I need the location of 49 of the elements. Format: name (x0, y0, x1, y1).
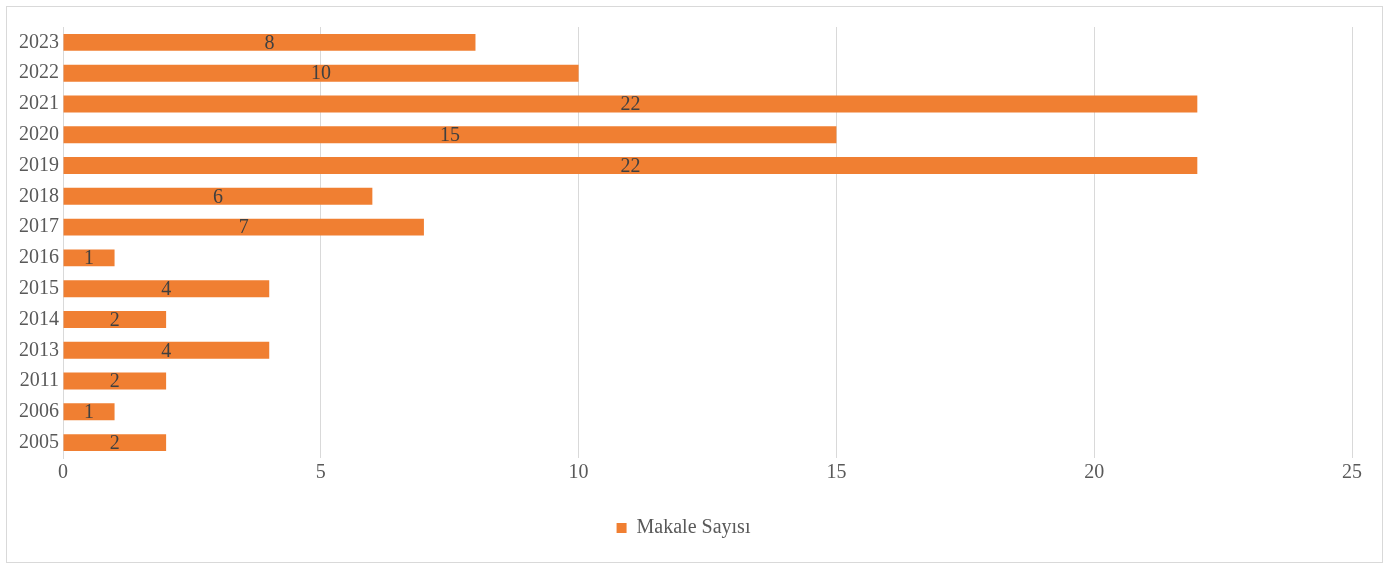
y-tick-label: 2022 (19, 60, 59, 83)
data-label: 10 (311, 61, 332, 84)
data-label: 1 (84, 400, 95, 423)
data-label: 4 (161, 276, 172, 299)
data-label: 6 (212, 184, 223, 207)
y-tick-label: 2017 (19, 214, 59, 237)
y-tick-label: 2014 (19, 306, 59, 329)
bar (63, 157, 1198, 174)
data-label: 7 (238, 215, 249, 238)
x-tick-label: 10 (568, 460, 589, 483)
y-tick-label: 2018 (19, 183, 59, 206)
bar (63, 95, 1198, 113)
x-tick-label: 15 (826, 460, 847, 483)
bar (63, 311, 167, 328)
bar (63, 33, 476, 51)
bar (63, 249, 115, 267)
y-tick-label: 2021 (19, 91, 59, 114)
data-label: 2 (109, 369, 120, 392)
data-label: 22 (620, 153, 641, 176)
x-tick-label: 5 (315, 460, 326, 483)
bar (63, 218, 424, 236)
y-tick-label: 2006 (19, 399, 59, 422)
bar (63, 372, 167, 390)
bar (63, 280, 270, 298)
bar (63, 64, 579, 82)
bar (63, 126, 837, 144)
y-tick-label: 2019 (19, 152, 59, 175)
x-tick-label: 0 (58, 460, 68, 483)
y-tick-label: 2005 (19, 429, 59, 452)
y-tick-label: 2023 (19, 29, 59, 52)
y-tick-label: 2020 (19, 122, 59, 144)
y-tick-label: 2016 (19, 245, 59, 268)
y-tick-label: 2011 (19, 368, 59, 391)
y-tick-label: 2015 (19, 275, 59, 298)
bar (63, 434, 167, 452)
data-label: 2 (109, 430, 120, 453)
x-tick-label: 20 (1084, 460, 1105, 483)
bar (63, 341, 270, 359)
bar (63, 403, 115, 421)
x-tick-label: 25 (1342, 460, 1362, 483)
data-label: 2 (109, 307, 120, 330)
y-tick-label: 2013 (19, 337, 59, 360)
data-label: 15 (439, 123, 460, 145)
data-label: 1 (84, 246, 95, 269)
bar (63, 187, 373, 205)
legend-label: Makale Sayısı (636, 515, 751, 539)
data-label: 22 (620, 92, 641, 115)
data-label: 8 (264, 30, 275, 53)
data-label: 4 (161, 338, 172, 361)
